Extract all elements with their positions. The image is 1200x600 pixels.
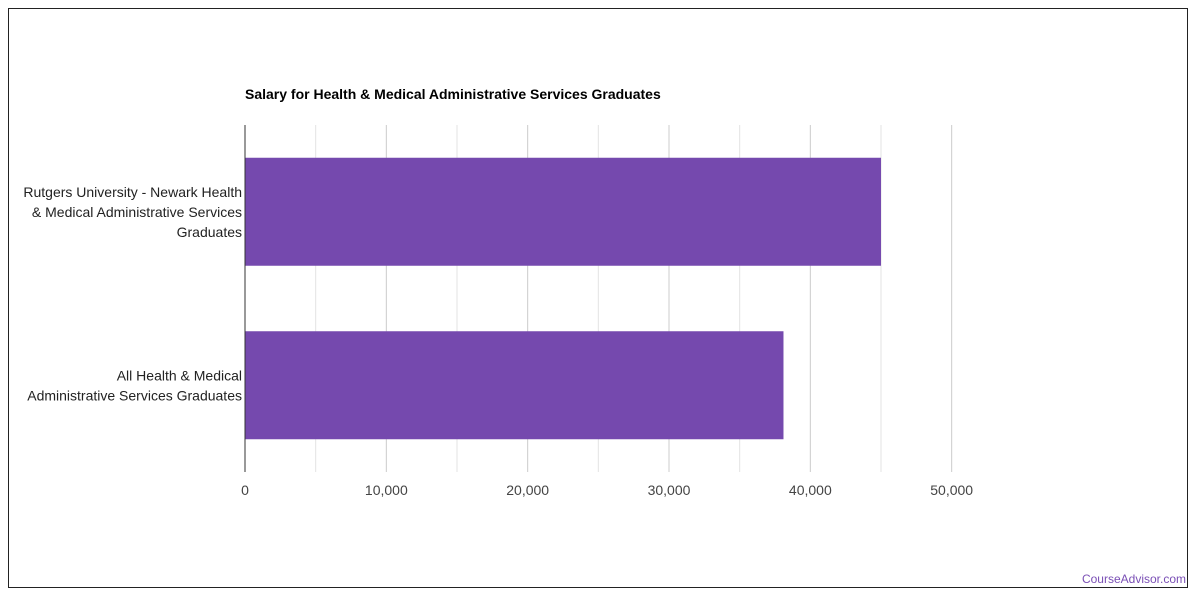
x-tick-label: 0	[241, 482, 249, 498]
watermark-link[interactable]: CourseAdvisor.com	[1081, 572, 1186, 586]
category-label: All Health & Medical	[117, 367, 242, 383]
x-tick-label: 40,000	[789, 482, 832, 498]
chart-title: Salary for Health & Medical Administrati…	[245, 86, 661, 102]
category-label: Rutgers University - Newark Health	[23, 184, 242, 200]
bar-0[interactable]	[245, 157, 881, 266]
category-label: Administrative Services Graduates	[27, 387, 242, 403]
category-label: Graduates	[177, 224, 242, 240]
x-tick-label: 10,000	[365, 482, 408, 498]
bar-1[interactable]	[245, 331, 784, 440]
category-label: & Medical Administrative Services	[32, 204, 242, 220]
x-tick-labels: 0 10,000 20,000 30,000 40,000 50,000	[241, 482, 973, 498]
x-tick-label: 30,000	[648, 482, 691, 498]
bars	[245, 157, 881, 440]
x-tick-label: 20,000	[506, 482, 549, 498]
category-labels: Rutgers University - Newark Health & Medi…	[23, 184, 242, 404]
x-tick-label: 50,000	[930, 482, 973, 498]
